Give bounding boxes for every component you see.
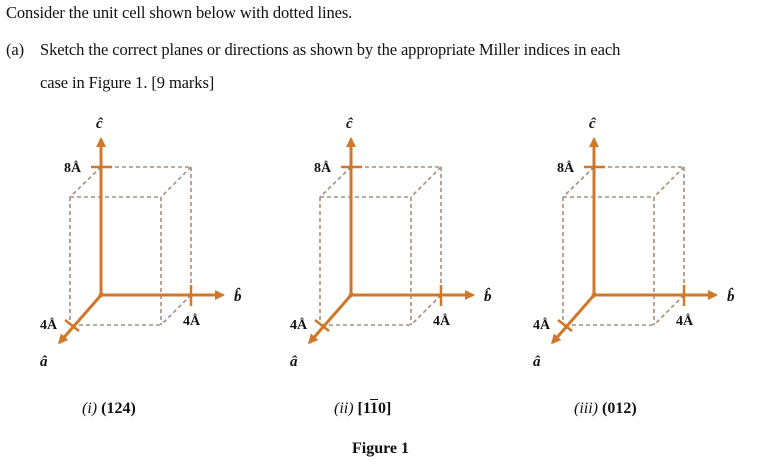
part-text-line1: Sketch the correct planes or directions … <box>40 40 621 59</box>
caption-numeral: (i) <box>82 400 98 417</box>
c-length-label: 8Å <box>557 160 575 176</box>
c-axis-label: ĉ <box>96 116 103 132</box>
caption-i: (i) (124) <box>82 400 136 418</box>
part-text-line2: case in Figure 1. [9 marks] <box>40 73 215 92</box>
figure-label: Figure 1 <box>352 440 410 457</box>
b-axis-label: b̂ <box>234 287 242 305</box>
unit-cell-diagram-ii: ĉ b̂ â 8Å 4Å 4Å <box>290 116 492 370</box>
part-label: (a) <box>6 40 25 59</box>
b-length-label: 4Å <box>183 313 201 329</box>
a-length-label: 4Å <box>290 317 308 333</box>
b-length-label: 4Å <box>676 313 694 329</box>
b-axis-label: b̂ <box>484 287 492 305</box>
c-length-label: 8Å <box>64 160 82 176</box>
unit-cell-diagram-i: ĉ b̂ â 8Å 4Å 4Å <box>40 116 242 370</box>
a-length-label: 4Å <box>40 317 58 333</box>
caption-numeral: (iii) <box>574 400 598 417</box>
a-axis-label: â <box>533 354 541 370</box>
miller-indices: [110] <box>357 400 392 417</box>
a-length-label: 4Å <box>533 317 551 333</box>
unit-cell-diagram-iii: ĉ b̂ â 8Å 4Å 4Å <box>533 116 735 370</box>
b-axis-label: b̂ <box>727 287 735 305</box>
a-axis-label: â <box>40 354 48 370</box>
question-intro: Consider the unit cell shown below with … <box>6 3 353 22</box>
miller-indices: (012) <box>602 400 637 417</box>
b-length-label: 4Å <box>433 313 451 329</box>
miller-indices: (124) <box>101 400 136 417</box>
c-axis-label: ĉ <box>589 116 596 132</box>
negative-index: 1 <box>370 400 378 417</box>
caption-numeral: (ii) <box>334 400 354 417</box>
caption-iii: (iii) (012) <box>574 400 637 418</box>
c-axis-label: ĉ <box>346 116 353 132</box>
a-axis-label: â <box>290 354 298 370</box>
c-length-label: 8Å <box>314 160 332 176</box>
caption-ii: (ii) [110] <box>334 400 391 418</box>
